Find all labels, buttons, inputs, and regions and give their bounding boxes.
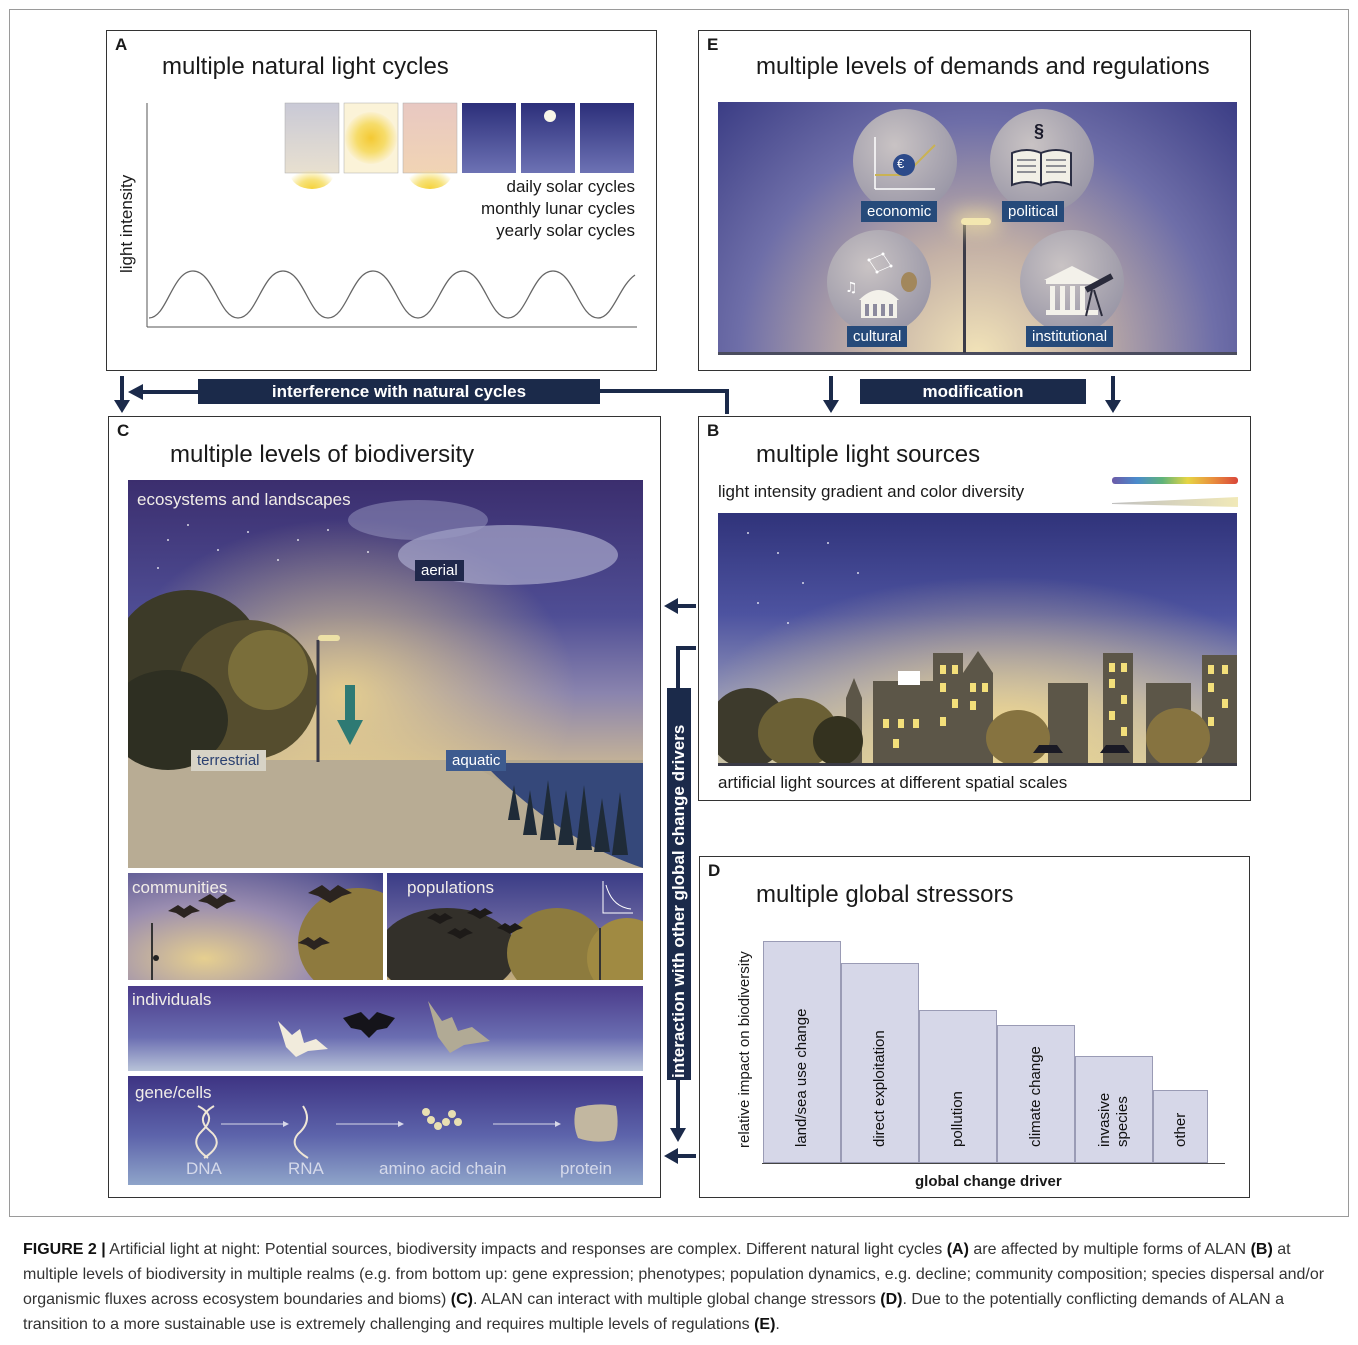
stressor-bar	[1075, 1056, 1153, 1163]
panel-b-title: multiple light sources	[756, 441, 981, 468]
aerial-tag: aerial	[415, 560, 464, 581]
figure-caption: FIGURE 2 | Artificial light at night: Po…	[23, 1237, 1338, 1337]
cycle-yearly: yearly solar cycles	[496, 221, 635, 240]
panel-e-sky	[718, 102, 1237, 355]
institution-icon	[1044, 266, 1114, 317]
cultural-circle: ♫	[827, 230, 931, 334]
terrestrial-tag: terrestrial	[191, 750, 266, 771]
communities-scene: communities	[128, 873, 383, 980]
ecosystems-label: ecosystems and landscapes	[137, 490, 351, 509]
interaction-bar: interaction with other global change dri…	[667, 688, 691, 1080]
interference-bar: interference with natural cycles	[198, 379, 600, 404]
panel-c: C multiple levels of biodiversity	[108, 416, 661, 1198]
aquatic-tag: aquatic	[446, 750, 507, 771]
communities-label: communities	[132, 878, 228, 897]
gradient-label: light intensity gradient and color diver…	[718, 482, 1025, 501]
city-scene	[718, 513, 1237, 766]
stressor-bar	[919, 1009, 997, 1163]
streetlamp-head	[961, 218, 991, 225]
institutional-tag: institutional	[1026, 326, 1114, 347]
caption-ref-e: (E)	[754, 1316, 776, 1333]
panel-b: B multiple light sources light intensity…	[698, 416, 1251, 801]
populations-label: populations	[407, 878, 494, 897]
caption-ref-a: (A)	[946, 1241, 969, 1258]
svg-text:♫: ♫	[845, 280, 858, 296]
ecosystems-scene: ecosystems and landscapes aerial terrest…	[128, 480, 643, 868]
streetlamp-pole	[963, 223, 966, 353]
gene-cells-label: gene/cells	[135, 1083, 212, 1102]
panel-d-letter: D	[708, 861, 721, 880]
caption-text-5: . Due to the potentially conflicting dem…	[23, 1291, 1285, 1333]
caption-text-6: .	[775, 1316, 780, 1333]
cycle-daily: daily solar cycles	[506, 177, 636, 196]
gene-cells-scene: gene/cells DNA RNA amino acid chain prot…	[128, 1076, 643, 1185]
panel-e: E multiple levels of demands and regulat…	[698, 30, 1251, 371]
stressor-bar-label: direct exploitation	[871, 1030, 888, 1147]
night-sky-tiles	[462, 103, 634, 173]
cycle-monthly: monthly lunar cycles	[480, 199, 635, 218]
panel-e-title: multiple levels of demands and regulatio…	[756, 53, 1210, 80]
panel-a-plot	[146, 102, 637, 328]
political-circle: §	[990, 109, 1094, 213]
panel-e-letter: E	[707, 35, 719, 54]
caption-prefix: FIGURE 2 |	[23, 1241, 106, 1258]
stressor-bar	[841, 963, 919, 1163]
political-tag: political	[1002, 201, 1065, 222]
amino-acid-chain-label: amino acid chain	[379, 1159, 507, 1178]
panel-a-title: multiple natural light cycles	[162, 53, 449, 80]
institutional-circle	[1020, 230, 1124, 334]
caption-text-4: . ALAN can interact with multiple global…	[472, 1291, 881, 1308]
panel-d-x-axis	[762, 1163, 1225, 1164]
culture-icon: ♫	[845, 252, 917, 318]
stressor-bar-label: land/sea use change	[793, 1008, 810, 1147]
caption-ref-c: (C)	[450, 1291, 473, 1308]
dna-label: DNA	[186, 1159, 222, 1178]
panel-a-letter: A	[115, 35, 128, 54]
individuals-scene: individuals	[128, 986, 643, 1071]
populations-scene: populations	[387, 873, 643, 980]
section-symbol-icon: §	[1034, 121, 1045, 141]
bottom-label: artificial light sources at different sp…	[718, 773, 1068, 792]
euro-icon: €	[897, 156, 905, 171]
caption-text-2: are affected by multiple forms of ALAN	[968, 1241, 1251, 1258]
panel-b-letter: B	[707, 421, 720, 440]
stressor-bar-label: species	[1114, 1096, 1131, 1147]
stressor-bar-label: climate change	[1027, 1046, 1044, 1147]
economic-circle: €	[853, 109, 957, 213]
caption-ref-b: (B)	[1250, 1241, 1273, 1258]
cultural-tag: cultural	[847, 326, 908, 347]
protein-label: protein	[560, 1159, 612, 1178]
caption-ref-d: (D)	[880, 1291, 903, 1308]
color-spectrum-bar	[1112, 477, 1238, 484]
book-icon	[1011, 149, 1072, 187]
modification-bar: modification	[860, 379, 1086, 404]
stressor-bar	[763, 941, 841, 1163]
stressor-bars: land/sea use change direct exploitation po…	[700, 857, 1251, 1199]
panel-a: A multiple natural light cycles light in…	[106, 30, 657, 371]
day-sky-tiles	[284, 102, 458, 189]
stressor-bar	[1153, 1089, 1208, 1163]
panel-d-title: multiple global stressors	[756, 881, 1014, 908]
figure-frame	[9, 9, 1349, 1217]
stressor-bar-label: pollution	[949, 1091, 966, 1147]
interaction-label: interaction with other global change dri…	[669, 724, 688, 1078]
panel-d: D multiple global stressors relative imp…	[699, 856, 1250, 1198]
panel-e-ground	[718, 352, 1237, 355]
stressor-bar	[997, 1025, 1075, 1163]
panel-d-xlabel: global change driver	[915, 1173, 1062, 1190]
intensity-wedge	[1112, 497, 1238, 507]
panel-c-letter: C	[117, 421, 130, 440]
individuals-label: individuals	[132, 990, 212, 1009]
stressor-bar-label: invasive	[1096, 1092, 1113, 1147]
stressor-bar-label: other	[1171, 1112, 1189, 1147]
economic-tag: economic	[861, 201, 938, 222]
panel-c-title: multiple levels of biodiversity	[170, 441, 475, 468]
economic-chart-icon	[874, 137, 936, 190]
caption-text-3: at multiple levels of biodiversity in mu…	[23, 1241, 1325, 1308]
rna-label: RNA	[288, 1159, 324, 1178]
light-cycle-wave	[148, 270, 636, 319]
caption-text-1: Artificial light at night: Potential sou…	[105, 1241, 947, 1258]
